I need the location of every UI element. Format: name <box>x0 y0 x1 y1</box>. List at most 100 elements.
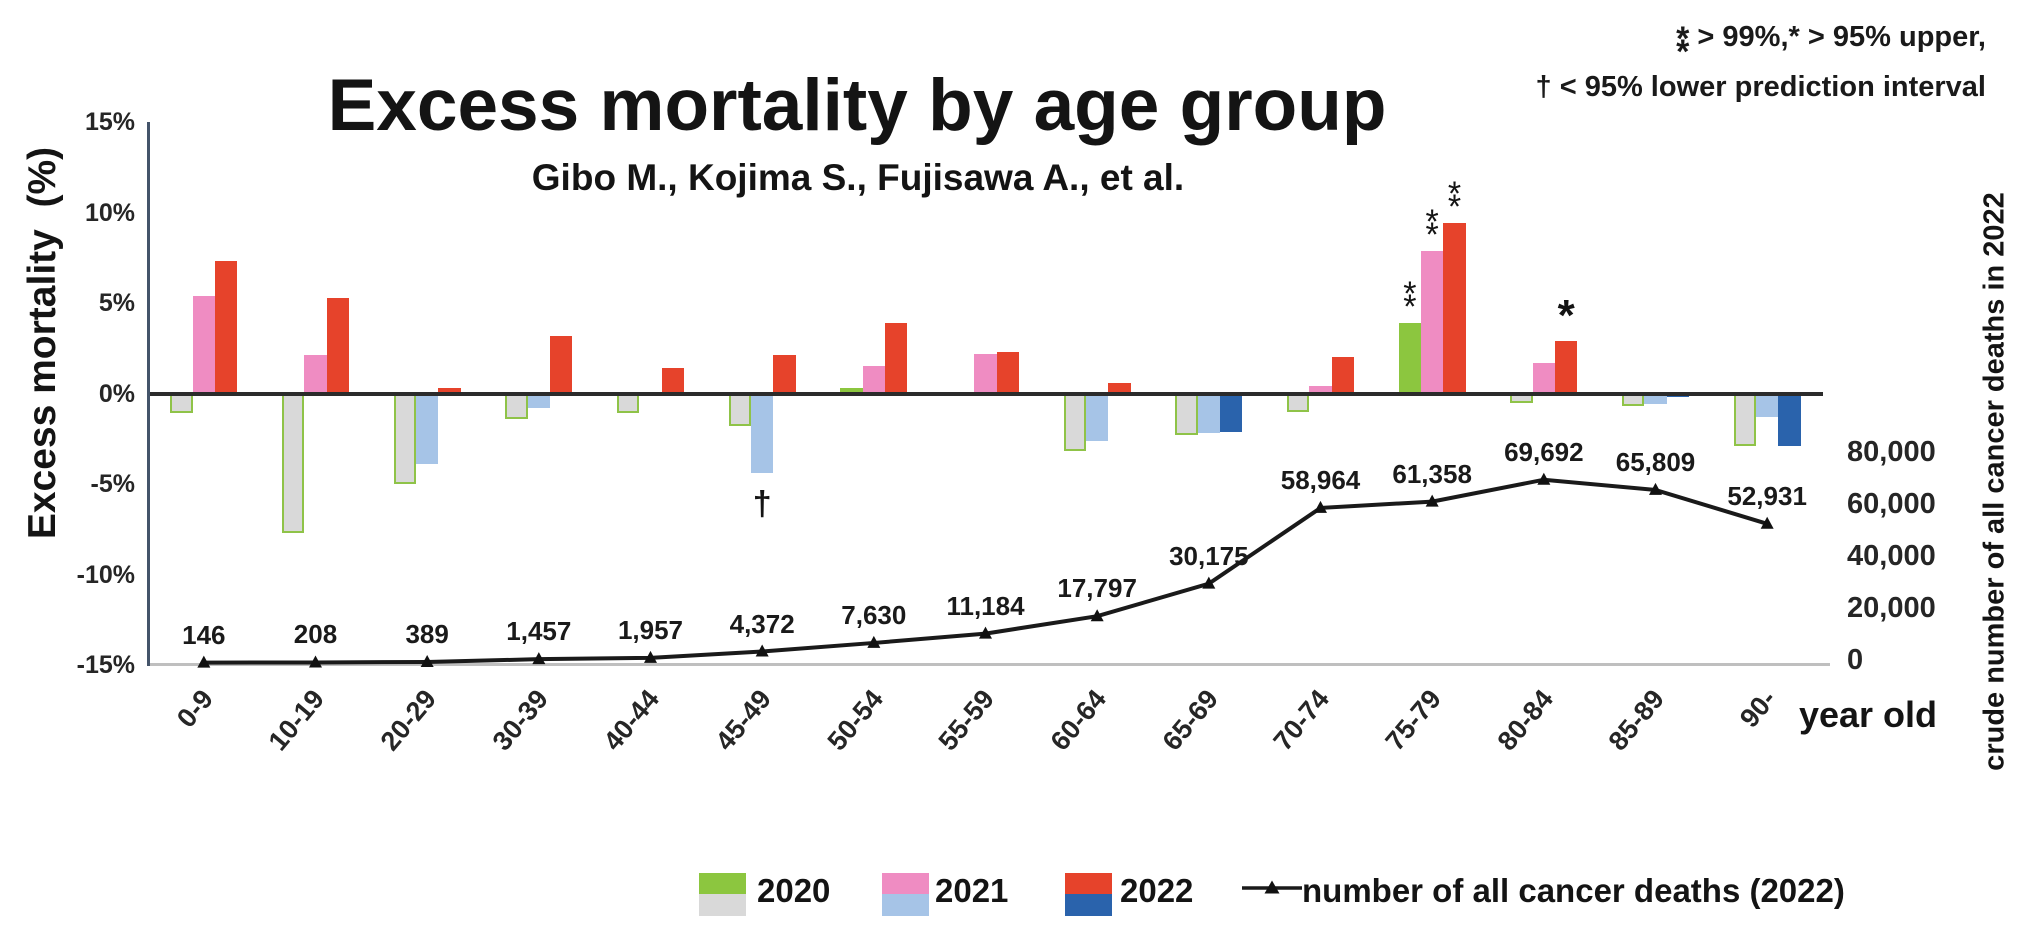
significance-note: * * > 99%,* > 95% upper, † < 95% lower pr… <box>1536 12 1986 112</box>
x-axis-tick-label: 65-69 <box>1156 684 1224 757</box>
right-axis-tick-label: 40,000 <box>1847 539 1936 572</box>
bar-2021-90- <box>1756 393 1779 418</box>
line-marker-triangle <box>1425 494 1439 507</box>
legend-swatch-bottom-2022 <box>1065 894 1112 916</box>
line-marker-triangle <box>1314 500 1327 513</box>
bar-2020-60-64 <box>1063 393 1086 452</box>
line-data-label: 58,964 <box>1280 464 1361 495</box>
line-data-label: 1,457 <box>506 616 572 647</box>
bar-2022-45-49 <box>773 355 796 394</box>
legend-label-2022: 2022 <box>1120 872 1194 909</box>
significance-dagger: † <box>752 485 772 524</box>
legend-swatch-bottom-2021 <box>882 894 929 916</box>
bar-2020-45-49 <box>728 393 751 427</box>
legend-swatch-top-2022 <box>1065 873 1112 894</box>
x-axis-tick-label: 50-54 <box>821 684 889 757</box>
bar-2020-20-29 <box>393 393 416 484</box>
line-marker-triangle <box>1760 516 1774 529</box>
bar-2020-75-79 <box>1398 322 1421 394</box>
left-axis-tick-label: -5% <box>90 470 135 498</box>
bar-2021-75-79 <box>1421 250 1444 394</box>
bar-2022-40-44 <box>661 368 684 394</box>
double-asterisk-icon: * * <box>1425 205 1439 254</box>
bar-2021-45-49 <box>751 393 774 474</box>
left-axis-line <box>147 122 150 666</box>
bar-2022-65-69 <box>1219 393 1243 432</box>
line-data-label: 208 <box>293 619 338 650</box>
bar-2021-70-74 <box>1309 386 1332 394</box>
bar-2021-20-29 <box>416 393 439 465</box>
bar-2022-30-39 <box>549 335 573 394</box>
line-data-label: 69,692 <box>1504 436 1584 467</box>
line-data-label: 65,809 <box>1615 446 1696 477</box>
x-axis-tick-label: 20-29 <box>374 684 443 757</box>
x-axis-tick-label: 60-64 <box>1044 684 1113 757</box>
significance-double-asterisk: * * <box>1380 277 1440 326</box>
right-axis-tick-label: 0 <box>1847 644 1864 676</box>
x-axis-tick-label: 10-19 <box>263 684 331 757</box>
bar-2020-70-74 <box>1287 393 1310 412</box>
right-axis-tick-label: 80,000 <box>1847 435 1936 468</box>
note-line-1-text-b: > 95% upper, <box>1799 21 1986 53</box>
bottom-axis-line <box>148 663 1830 666</box>
significance-double-asterisk: * * <box>1424 177 1484 227</box>
line-data-label: 61,358 <box>1392 458 1472 489</box>
bar-2022-60-64 <box>1108 382 1131 394</box>
asterisk-glyph: * <box>1403 287 1417 326</box>
bar-2022-90- <box>1778 393 1801 446</box>
x-axis-tick-label: 0-9 <box>170 684 219 734</box>
left-axis-tick-label: 15% <box>84 108 135 136</box>
bar-2021-50-54 <box>862 366 885 394</box>
line-data-label: 1,957 <box>617 614 684 645</box>
significance-double-asterisk: * * <box>1402 205 1462 254</box>
line-marker-triangle <box>867 635 881 648</box>
x-axis-tick-label: 75-79 <box>1379 684 1448 757</box>
line-data-label: 30,175 <box>1169 540 1249 571</box>
right-axis-tick-label: 60,000 <box>1847 487 1936 520</box>
bar-2020-0-9 <box>170 393 193 414</box>
bar-2022-0-9 <box>214 261 238 394</box>
line-marker-triangle <box>755 644 769 657</box>
legend-swatch-bottom-2020 <box>699 894 746 916</box>
double-asterisk-icon: * * <box>1403 277 1417 326</box>
line-data-label: 7,630 <box>841 599 907 630</box>
bar-2022-70-74 <box>1331 357 1354 394</box>
line-data-label: 4,372 <box>729 608 795 639</box>
bar-2020-30-39 <box>505 393 528 419</box>
double-asterisk-icon: * * <box>1447 177 1462 227</box>
bar-2020-90- <box>1733 393 1756 446</box>
left-axis-tick-label: -15% <box>76 651 135 679</box>
bar-2021-10-19 <box>304 355 327 394</box>
line-marker-triangle <box>644 650 657 663</box>
note-line-2: † < 95% lower prediction interval <box>1535 71 1986 103</box>
chart-title: Excess mortality by age group <box>327 65 1387 146</box>
x-axis-tick-label: 45-49 <box>709 684 778 757</box>
line-marker-triangle <box>979 626 992 639</box>
line-data-label: 52,931 <box>1727 480 1807 511</box>
bar-2021-30-39 <box>527 393 550 408</box>
asterisk-glyph: * <box>1425 215 1439 254</box>
bar-2020-40-44 <box>617 393 640 414</box>
bar-2021-80-84 <box>1532 362 1555 394</box>
legend-label-2021: 2021 <box>935 872 1009 909</box>
line-marker-triangle <box>1537 472 1551 485</box>
note-line-1: * * > 99%,* > 95% upper, <box>1536 12 1986 69</box>
bar-2022-10-19 <box>326 297 349 394</box>
zero-baseline <box>148 391 1823 396</box>
left-axis-tick-label: 5% <box>98 289 135 317</box>
x-axis-tick-label: 90- <box>1734 684 1783 734</box>
bar-2021-0-9 <box>192 295 215 394</box>
asterisk-glyph: * <box>1447 188 1462 227</box>
bar-2022-20-29 <box>438 388 461 394</box>
x-axis-tick-label: 70-74 <box>1268 684 1336 757</box>
bar-2022-50-54 <box>884 322 908 394</box>
right-axis-tick-label: 20,000 <box>1847 591 1936 624</box>
line-marker-triangle <box>1090 609 1104 622</box>
line-data-label: 11,184 <box>946 590 1025 621</box>
line-marker-triangle <box>1202 576 1216 589</box>
note-star-icon: * <box>1788 21 1800 53</box>
x-axis-tick-label: 40-44 <box>598 684 666 757</box>
legend: 2020 2021 2022 number of all cancer deaths … <box>0 862 2036 922</box>
bar-2020-65-69 <box>1175 393 1198 436</box>
